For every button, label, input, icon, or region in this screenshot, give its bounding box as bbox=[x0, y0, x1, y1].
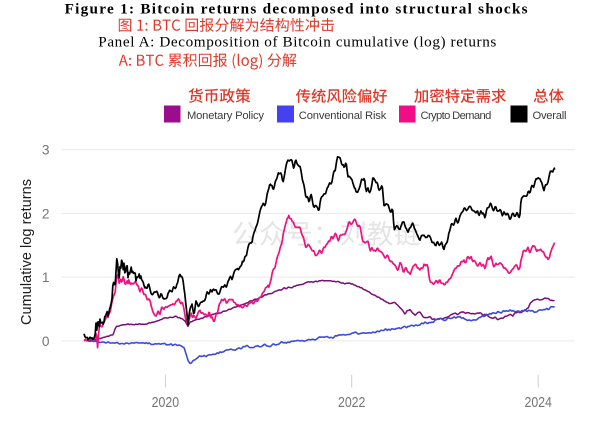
svg-text:Cumulative log returns: Cumulative log returns bbox=[19, 179, 35, 325]
svg-text:Monetary Policy: Monetary Policy bbox=[187, 110, 264, 122]
svg-text:2: 2 bbox=[42, 206, 50, 221]
svg-text:Crypto Demand: Crypto Demand bbox=[421, 110, 492, 122]
svg-text:1: 1 bbox=[42, 270, 50, 285]
svg-text:Conventional Risk: Conventional Risk bbox=[299, 110, 387, 122]
svg-text:2022: 2022 bbox=[338, 394, 366, 411]
svg-text:2020: 2020 bbox=[152, 394, 180, 411]
svg-text:Overall: Overall bbox=[533, 110, 567, 122]
svg-text:3: 3 bbox=[42, 143, 50, 158]
svg-text:Panel A: Decomposition of Bitc: Panel A: Decomposition of Bitcoin cumula… bbox=[98, 34, 496, 51]
svg-text:2024: 2024 bbox=[524, 394, 552, 411]
svg-text:0: 0 bbox=[42, 334, 50, 349]
